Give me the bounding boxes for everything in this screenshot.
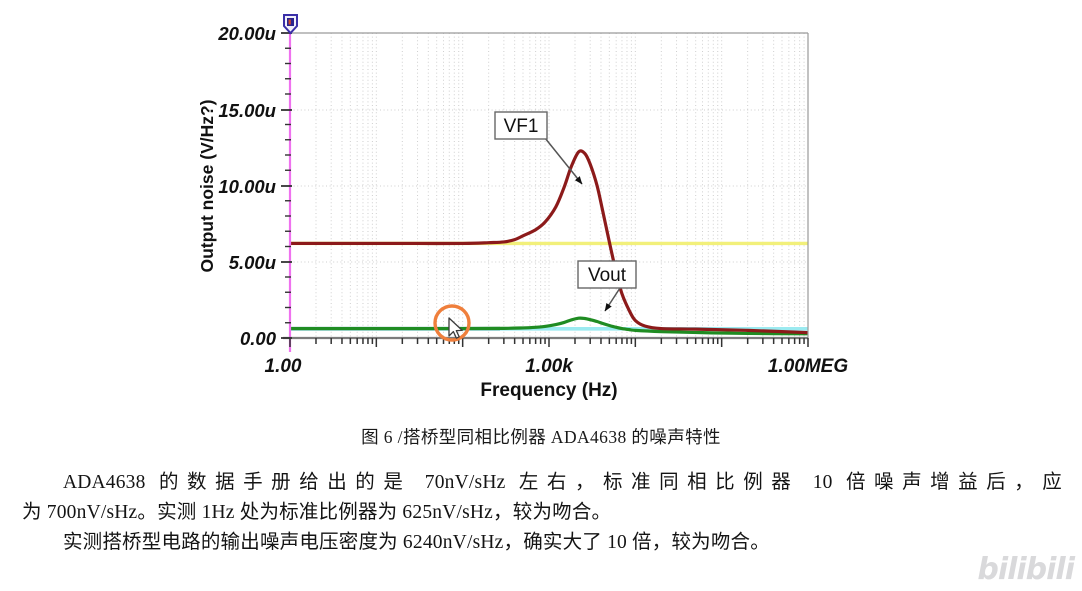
y-axis-minor-ticks [285, 47, 291, 324]
x-tick-label-1: 1.00k [525, 356, 574, 377]
paragraph-1-line-2: 为 700nV/sHz。实测 1Hz 处为标准比例器为 625nV/sHz，较为… [22, 502, 612, 523]
mouse-pointer-icon [448, 317, 463, 339]
annotation-vout-box[interactable] [577, 260, 637, 289]
x-axis-ticks [289, 338, 809, 347]
annotation-vout[interactable]: Vout [577, 260, 637, 312]
vertical-gridlines [315, 33, 805, 338]
series-line-vout [290, 316, 808, 336]
annotation-vf1-box[interactable] [494, 111, 548, 140]
bilibili-watermark: bilibili [977, 552, 1075, 587]
figure-caption: 图 6 /搭桥型同相比例器 ADA4638 的噪声特性 [361, 427, 721, 447]
annotation-vout-arrow [604, 287, 621, 312]
paragraph-2: 实测搭桥型电路的输出噪声电压密度为 6240nV/sHz，确实大了 10 倍，较… [62, 532, 770, 553]
y-tick-label-1: 5.00u [229, 252, 276, 273]
y-axis-title: Output noise (V/Hz?) [197, 99, 217, 272]
body-text: ADA4638 的数据手册给出的是 70nV/sHz 左右，标准同相比例器 10… [22, 468, 1062, 558]
x-tick-label-2: 1.00MEG [768, 356, 848, 377]
noise-plot-figure: 20.00u 15.00u 10.00u 5.00u 0.00 1.00 1.0… [0, 0, 1082, 400]
x-tick-label-0: 1.00 [265, 356, 302, 377]
y-tick-label-2: 10.00u [218, 176, 276, 197]
axis-variable-marker-icon[interactable] [283, 14, 298, 35]
y-tick-label-4: 20.00u [217, 23, 276, 44]
annotation-vf1-label: VF1 [504, 116, 539, 137]
y-tick-label-0: 0.00 [240, 328, 277, 349]
y-tick-label-3: 15.00u [218, 100, 276, 121]
annotation-vf1-arrow [544, 137, 583, 185]
paragraph-1-line-1: ADA4638 的数据手册给出的是 70nV/sHz 左右，标准同相比例器 10… [62, 472, 1062, 493]
series-line-vf1 [290, 149, 808, 335]
plot-canvas[interactable]: 20.00u 15.00u 10.00u 5.00u 0.00 1.00 1.0… [0, 0, 1082, 400]
annotation-vout-label: Vout [588, 265, 627, 286]
x-axis-title: Frequency (Hz) [480, 380, 617, 400]
cursor-highlight-circle [433, 304, 471, 342]
annotation-vf1[interactable]: VF1 [494, 111, 583, 185]
